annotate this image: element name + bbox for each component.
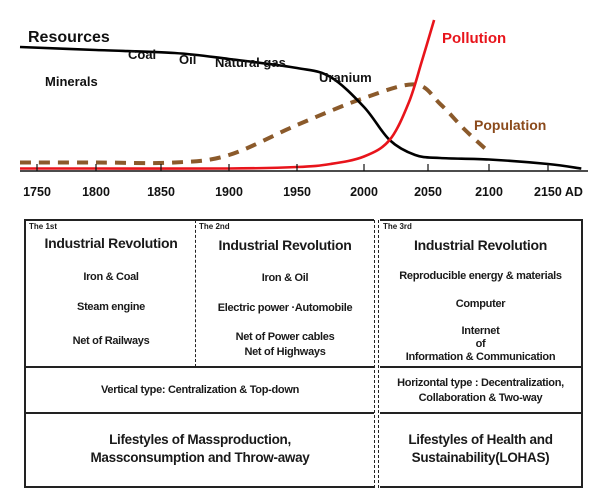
revolution-3-item: of	[475, 338, 486, 350]
lifestyle-old-text-2: Massconsumption and Throw-away	[90, 450, 310, 465]
x-tick-label: 2000	[350, 185, 378, 199]
x-tick-label: 1950	[283, 185, 311, 199]
label-minerals: Minerals	[45, 74, 98, 89]
x-tick-label: 2100	[475, 185, 503, 199]
x-tick-label: 1850	[147, 185, 175, 199]
revolution-1-item: Iron & Coal	[83, 271, 139, 283]
lifestyle-old-text-1: Lifestyles of Massproduction,	[109, 432, 291, 447]
revolution-2-item: Net of Highways	[244, 346, 326, 358]
label-pollution: Pollution	[442, 30, 506, 47]
type-new-text-1: Horizontal type : Decentralization,	[397, 377, 564, 389]
x-tick-label: 2150 AD	[534, 185, 583, 199]
revolution-2-item: Iron & Oil	[261, 272, 309, 284]
type-old-box: Vertical type: Centralization & Top-down	[24, 366, 374, 414]
revolution-2-item: Electric power ·Automobile	[217, 302, 353, 314]
divider-2-3-left	[374, 220, 375, 488]
divider-2-3-right	[378, 220, 379, 488]
type-new-text-2: Collaboration & Two-way	[418, 392, 543, 404]
divider-1-2	[195, 220, 196, 367]
revolution-3-item: Internet	[461, 325, 500, 337]
x-tick-label: 1750	[23, 185, 51, 199]
lifestyle-new-text-1: Lifestyles of Health and	[408, 432, 553, 447]
revolution-3-tag: The 3rd	[383, 222, 412, 231]
resource-trend-chart: 1750 1800 1850 1900 1950 2000 2050 2100 2150 AD …	[19, 19, 588, 199]
x-tick-label: 1800	[82, 185, 110, 199]
revolution-3-item: Reproducible energy & materials	[399, 270, 562, 282]
revolution-1-item: Steam engine	[77, 301, 145, 313]
revolution-3-item: Information & Communication	[405, 351, 556, 363]
label-population: Population	[474, 117, 546, 133]
revolution-1-item: Net of Railways	[72, 335, 150, 347]
lifestyle-new-text-2: Sustainability(LOHAS)	[411, 450, 550, 465]
revolution-1-box: The 1st Industrial Revolution Iron & Coa…	[24, 219, 196, 368]
series-line-pollution	[19, 19, 436, 170]
revolution-1-tag: The 1st	[29, 222, 58, 231]
revolution-2-item: Net of Power cables	[235, 331, 335, 343]
label-uranium: Uranium	[319, 70, 372, 85]
series-line-resources	[19, 45, 582, 170]
lifestyle-new-box: Lifestyles of Health and Sustainability(…	[380, 412, 583, 488]
revolution-3-box: The 3rd Industrial Revolution Reproducib…	[380, 219, 583, 368]
revolution-3-item: Computer	[455, 298, 506, 310]
label-oil: Oil	[179, 52, 196, 67]
type-new-box: Horizontal type : Decentralization, Coll…	[380, 366, 583, 414]
label-coal: Coal	[128, 47, 156, 62]
revolution-2-box: The 2nd Industrial Revolution Iron & Oil…	[196, 219, 374, 368]
x-tick-label: 2050	[414, 185, 442, 199]
lifestyle-old-box: Lifestyles of Massproduction, Massconsum…	[24, 412, 374, 488]
series-line-population	[19, 82, 491, 166]
label-natural-gas: Natural gas	[215, 55, 286, 70]
revolution-2-tag: The 2nd	[199, 222, 230, 231]
x-tick-label: 1900	[215, 185, 243, 199]
revolution-1-title: Industrial Revolution	[44, 235, 178, 251]
label-resources: Resources	[28, 29, 110, 46]
revolution-2-title: Industrial Revolution	[218, 237, 352, 253]
type-old-text: Vertical type: Centralization & Top-down	[100, 384, 300, 396]
revolution-3-title: Industrial Revolution	[414, 237, 547, 253]
